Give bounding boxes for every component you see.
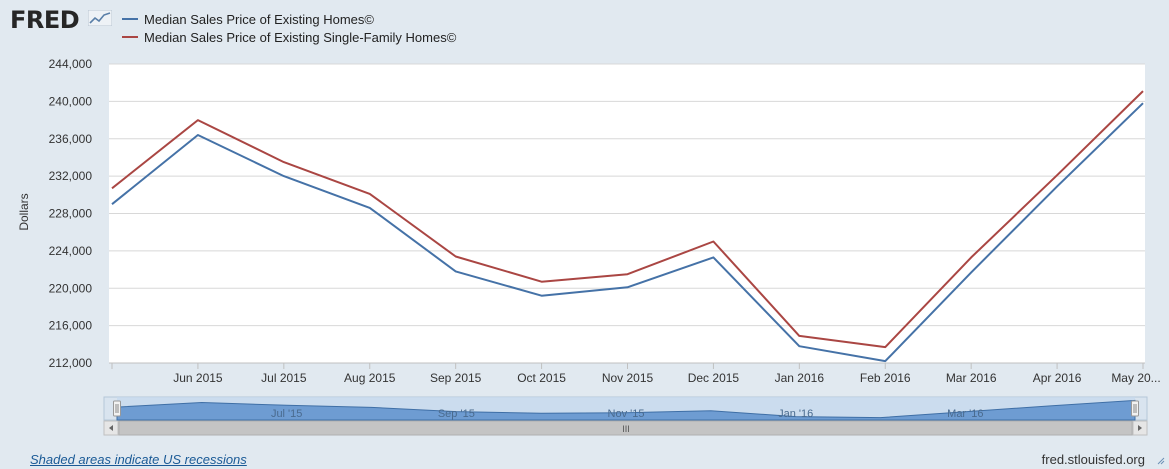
navigator-right-handle[interactable]: [1131, 400, 1139, 417]
x-tick-label: May 20...: [1111, 371, 1160, 385]
logo-chart-icon: [88, 10, 112, 26]
data-point-series-2[interactable]: [1141, 89, 1146, 94]
data-point-series-1[interactable]: [1055, 184, 1060, 189]
data-point-series-1[interactable]: [969, 270, 974, 275]
arrow-left-icon: [109, 425, 113, 431]
navigator-label: Jul '15: [271, 408, 302, 420]
data-point-series-1[interactable]: [110, 202, 115, 207]
scrollbar-grip: III: [622, 424, 630, 434]
data-point-series-1[interactable]: [625, 285, 630, 290]
y-tick-label: 224,000: [49, 244, 93, 258]
navigator-label: Mar '16: [947, 408, 983, 420]
y-tick-label: 220,000: [49, 281, 93, 295]
y-tick-label: 240,000: [49, 94, 93, 108]
legend-item-series-1[interactable]: Median Sales Price of Existing Homes©: [122, 10, 456, 28]
data-point-series-2[interactable]: [711, 239, 716, 244]
data-point-series-1[interactable]: [1141, 101, 1146, 106]
data-point-series-2[interactable]: [367, 191, 372, 196]
x-tick-label: Jul 2015: [261, 371, 307, 385]
y-tick-label: 228,000: [49, 207, 93, 221]
x-tick-label: Mar 2016: [946, 371, 997, 385]
source-link[interactable]: fred.stlouisfed.org: [1041, 452, 1145, 467]
navigator-left-handle[interactable]: [113, 400, 121, 417]
series-line-2[interactable]: [111, 90, 1144, 349]
recession-note-link[interactable]: Shaded areas indicate US recessions: [30, 452, 247, 467]
data-point-series-2[interactable]: [625, 272, 630, 277]
x-tick-label: Nov 2015: [602, 371, 654, 385]
navigator-series-area: [116, 399, 1136, 421]
data-point-series-2[interactable]: [883, 345, 888, 350]
data-point-series-1[interactable]: [195, 133, 200, 138]
navigator-label: Nov '15: [608, 408, 645, 420]
data-point-series-1[interactable]: [281, 174, 286, 179]
legend: Median Sales Price of Existing Homes© Me…: [122, 10, 456, 46]
data-point-series-1[interactable]: [539, 293, 544, 298]
legend-swatch-series-1: [122, 18, 138, 20]
navigator-label: Jan '16: [778, 408, 813, 420]
x-tick-label: Feb 2016: [860, 371, 911, 385]
data-point-series-2[interactable]: [539, 279, 544, 284]
legend-label-series-1: Median Sales Price of Existing Homes©: [144, 11, 374, 27]
y-tick-label: 236,000: [49, 132, 93, 146]
data-point-series-2[interactable]: [969, 255, 974, 260]
data-point-series-1[interactable]: [367, 205, 372, 210]
data-point-series-1[interactable]: [797, 344, 802, 349]
data-point-series-2[interactable]: [797, 333, 802, 338]
arrow-right-icon: [1138, 425, 1142, 431]
resize-grip-icon[interactable]: [1157, 457, 1165, 465]
x-tick-label: Aug 2015: [344, 371, 396, 385]
series-line-1[interactable]: [111, 102, 1144, 363]
data-point-series-1[interactable]: [711, 255, 716, 260]
data-point-series-2[interactable]: [453, 254, 458, 259]
data-point-series-1[interactable]: [453, 269, 458, 274]
data-point-series-2[interactable]: [1055, 173, 1060, 178]
legend-label-series-2: Median Sales Price of Existing Single-Fa…: [144, 29, 457, 45]
y-tick-label: 232,000: [49, 169, 93, 183]
data-point-series-2[interactable]: [195, 118, 200, 123]
x-tick-label: Apr 2016: [1033, 371, 1082, 385]
fred-logo[interactable]: FRED: [10, 6, 80, 34]
legend-item-series-2[interactable]: Median Sales Price of Existing Single-Fa…: [122, 28, 456, 46]
data-point-series-1[interactable]: [883, 359, 888, 364]
y-tick-label: 216,000: [49, 319, 93, 333]
y-tick-label: 244,000: [49, 57, 93, 71]
x-tick-label: Dec 2015: [688, 371, 740, 385]
x-tick-label: Jan 2016: [775, 371, 825, 385]
data-point-series-2[interactable]: [281, 160, 286, 165]
navigator-label: Sep '15: [438, 408, 475, 420]
x-tick-label: Oct 2015: [517, 371, 566, 385]
y-tick-label: 212,000: [49, 356, 93, 370]
legend-swatch-series-2: [122, 36, 138, 38]
scrollbar-thumb[interactable]: [118, 420, 1133, 436]
x-tick-label: Jun 2015: [173, 371, 223, 385]
data-point-series-2[interactable]: [110, 186, 115, 191]
x-tick-label: Sep 2015: [430, 371, 482, 385]
